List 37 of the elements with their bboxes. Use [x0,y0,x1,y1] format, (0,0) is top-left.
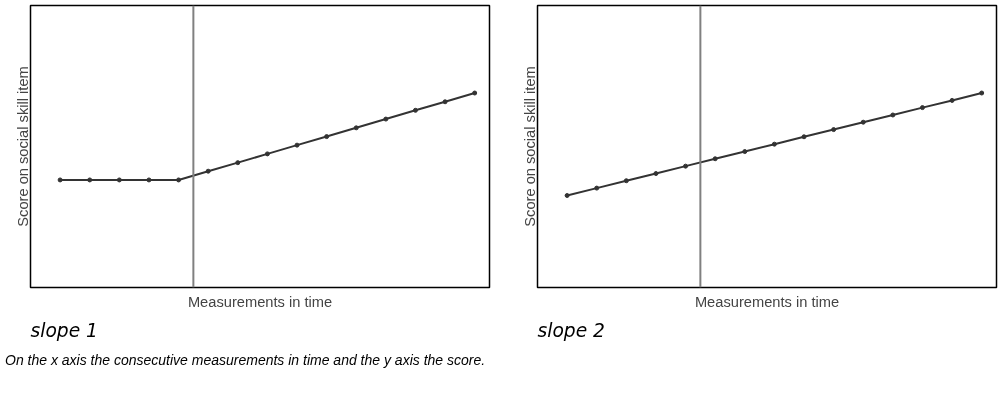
point [890,112,896,118]
point [324,134,330,140]
point [831,127,837,133]
point [801,134,807,140]
point [264,151,270,157]
point [87,177,93,183]
point [712,156,718,162]
point [294,142,300,148]
point [594,185,600,191]
point [146,177,152,183]
x-axis-title: Measurements in time [187,293,333,310]
y-axis-title: Score on social skill item [521,66,538,227]
point [383,116,389,122]
y-axis-title: Score on social skill item [14,66,31,227]
point [949,97,955,103]
point [442,99,448,105]
point [176,177,182,183]
point [205,168,211,174]
text: slope 1 [30,319,98,341]
point [353,125,359,131]
point [57,177,63,183]
point [683,163,689,169]
point [653,171,659,177]
point [235,160,241,166]
point [919,105,925,111]
point [771,141,777,147]
point [979,90,985,96]
x-axis-title: Measurements in time [694,293,840,310]
text: slope 2 [537,319,605,341]
point [412,107,418,113]
text: On the x axis the consecutive measurements in time and the y axis the score. [5,351,486,370]
point [860,119,866,125]
point [472,90,478,96]
point [564,193,570,199]
point [742,149,748,155]
point [623,178,629,184]
point [116,177,122,183]
